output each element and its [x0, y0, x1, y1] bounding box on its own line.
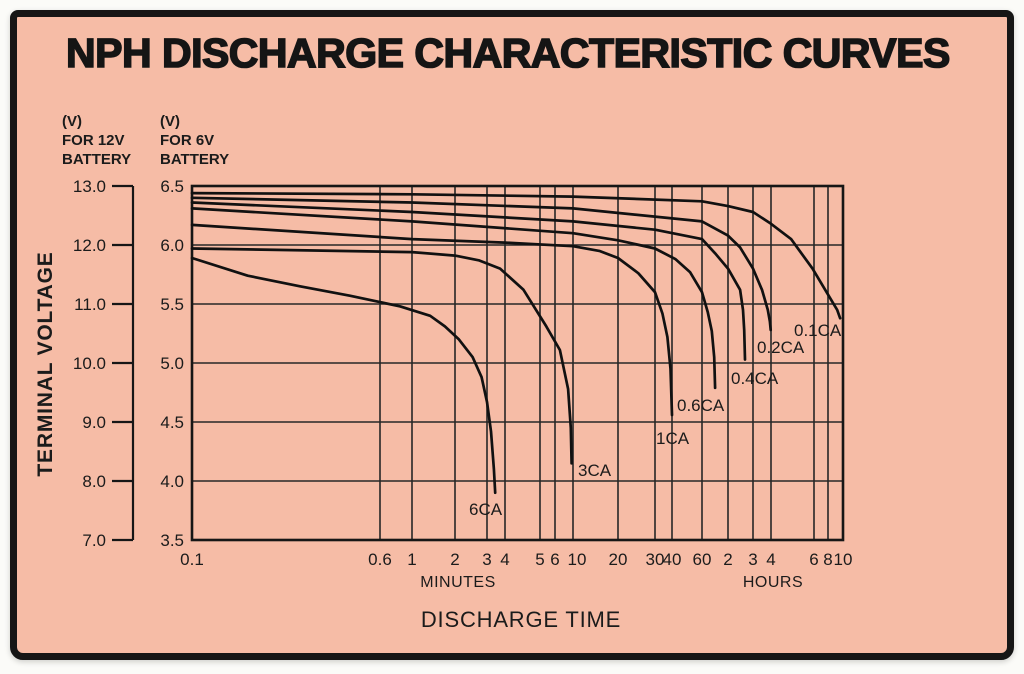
y-tick-label-6v: 3.5: [160, 531, 184, 550]
x-tick-label: 4: [500, 550, 509, 569]
y-axis-header-6v: (V) FOR 6V BATTERY: [160, 112, 229, 169]
x-tick-label: 30: [646, 550, 665, 569]
x-tick-label: 1: [407, 550, 416, 569]
y-axis-header-6v-unit: (V): [160, 113, 180, 130]
y-axis-header-12v-line2: BATTERY: [62, 151, 132, 168]
x-tick-label: 5: [535, 550, 544, 569]
x-axis-title: DISCHARGE TIME: [420, 607, 622, 632]
x-axis-hours-label: HOURS: [742, 574, 804, 591]
x-tick-label: 10: [568, 550, 587, 569]
x-axis-minutes-label: MINUTES: [420, 574, 496, 591]
curve-label-0.4ca: 0.4CA: [731, 369, 779, 388]
curve-0.6ca: [190, 207, 717, 390]
x-tick-label: 3: [482, 550, 491, 569]
curve-label-3ca: 3CA: [578, 461, 612, 480]
curve-label-1ca: 1CA: [656, 429, 690, 448]
curve-label-0.6ca: 0.6CA: [677, 396, 725, 415]
y-axis-header-12v-unit: (V): [62, 113, 82, 130]
x-tick-label: 6: [550, 550, 559, 569]
plot-border: [190, 184, 845, 542]
y-tick-label-6v: 4.5: [160, 413, 184, 432]
y-tick-label-12v: 10.0: [73, 354, 106, 373]
x-tick-label: 2: [723, 550, 732, 569]
y-axis-header-6v-line2: BATTERY: [160, 151, 230, 168]
curve-1ca: [190, 223, 674, 417]
y-axis-header-12v-line1: FOR 12V: [62, 132, 125, 149]
y-tick-label-12v: 8.0: [82, 472, 106, 491]
curve-6ca: [190, 256, 497, 495]
x-tick-label: 40: [663, 550, 682, 569]
x-tick-label: 10: [834, 550, 853, 569]
curve-0.2ca: [190, 196, 773, 332]
curve-0.4ca: [190, 201, 747, 361]
y-axis-header-6v-line1: FOR 6V: [160, 132, 215, 149]
y-axis-header-12v: (V) FOR 12V BATTERY: [62, 112, 131, 169]
curve-0.1ca: [190, 191, 842, 320]
x-tick-label: 6: [809, 550, 818, 569]
y-tick-label-12v: 7.0: [82, 531, 106, 550]
y-tick-label-12v: 11.0: [74, 295, 106, 314]
x-tick-label: 4: [766, 550, 775, 569]
y-tick-label-6v: 5.0: [160, 354, 184, 373]
x-tick-label: 2: [450, 550, 459, 569]
y-tick-label-6v: 6.5: [160, 177, 184, 196]
curve-3ca: [190, 247, 573, 465]
x-tick-label: 60: [693, 550, 712, 569]
y-tick-label-6v: 4.0: [160, 472, 184, 491]
curve-label-6ca: 6CA: [469, 500, 503, 519]
curve-label-0.1ca: 0.1CA: [794, 321, 842, 340]
chart-title: NPH DISCHARGE CHARACTERISTIC CURVES: [65, 29, 951, 77]
x-tick-label: 0.1: [180, 550, 204, 569]
y-tick-label-6v: 6.0: [160, 236, 184, 255]
chart-panel: [10, 10, 1014, 660]
y-tick-label-6v: 5.5: [160, 295, 184, 314]
x-tick-label: 8: [823, 550, 832, 569]
x-tick-label: 0.6: [368, 550, 392, 569]
curve-label-0.2ca: 0.2CA: [757, 338, 805, 357]
y-tick-label-12v: 9.0: [82, 413, 106, 432]
y-tick-label-12v: 13.0: [73, 177, 106, 196]
x-tick-label: 20: [609, 550, 628, 569]
y-tick-label-12v: 12.0: [73, 236, 106, 255]
x-tick-label: 3: [748, 550, 757, 569]
